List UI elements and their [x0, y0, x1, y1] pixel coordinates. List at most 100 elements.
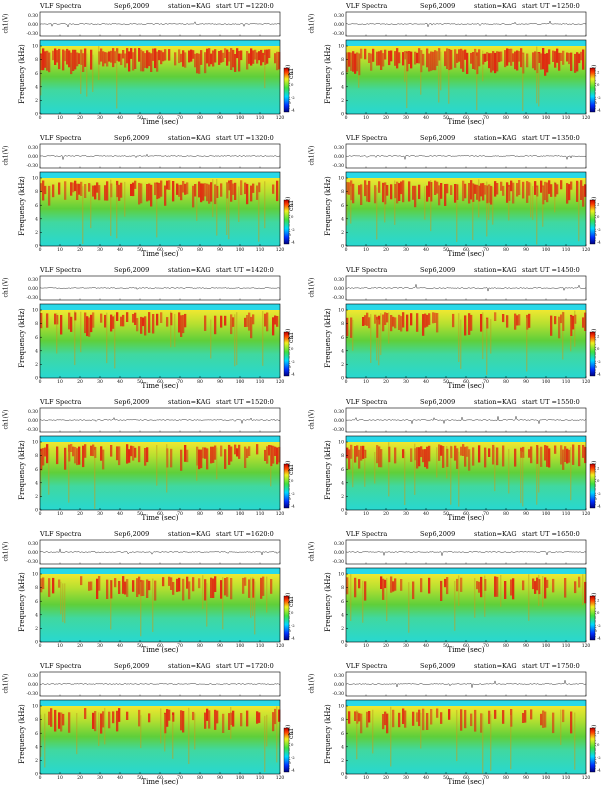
- spectrogram-cell: [378, 51, 381, 66]
- spectrogram-cell: [160, 312, 163, 323]
- time-tick-label: 100: [236, 643, 245, 649]
- spectrogram-cell: [536, 445, 538, 505]
- spectrogram-cell: [86, 53, 88, 97]
- spectrogram-cell: [152, 48, 155, 61]
- freq-tick-label: 8: [341, 453, 344, 459]
- spectrogram-cell: [90, 314, 93, 333]
- spectrogram-cell: [352, 449, 354, 488]
- spectrogram-cell: [222, 713, 225, 733]
- spectrogram-cell: [42, 577, 45, 590]
- spectrogram-cell: [402, 312, 405, 328]
- spectrogram-cell: [456, 448, 459, 469]
- spectrogram-cell: [160, 708, 162, 744]
- freq-tick-label: 2: [35, 626, 38, 632]
- spectrogram-cell: [278, 709, 281, 722]
- spectrogram-cell: [506, 182, 509, 203]
- spectrogram-cell: [360, 184, 363, 205]
- time-tick-label: 60: [463, 247, 469, 253]
- spectrogram-cell: [146, 50, 149, 69]
- spectrogram-cell: [92, 444, 95, 457]
- spectrogram-cell: [274, 53, 277, 64]
- spectrogram-cell: [106, 579, 109, 599]
- spectrogram-cell: [114, 578, 117, 588]
- spectrogram-cell: [532, 186, 534, 220]
- spectrogram-cell: [494, 446, 496, 492]
- colorbar-tick-label: -2: [597, 227, 601, 232]
- spectrogram-cells: [348, 706, 576, 774]
- spectrogram-cell: [486, 52, 489, 61]
- spectrogram-cell: [350, 317, 353, 338]
- time-tick-label: 10: [57, 115, 63, 121]
- spectrogram-cell: [578, 182, 580, 242]
- spectrogram-cell: [518, 180, 521, 195]
- spectrogram-cell: [364, 315, 367, 326]
- colorbar-tick-label: 2: [291, 70, 294, 75]
- time-tick-label: 120: [582, 247, 591, 253]
- time-tick-label: 90: [523, 511, 529, 517]
- colorbar-tick-label: 2: [291, 334, 294, 339]
- spectrogram-cell: [440, 51, 442, 91]
- spectrogram-top-band: [40, 568, 280, 574]
- spectrogram-cell: [562, 50, 565, 65]
- spectrogram-cell: [220, 580, 223, 599]
- spectrogram-cell: [482, 50, 484, 82]
- colorbar-tick-label: -4: [291, 504, 295, 509]
- spectrogram-cell: [502, 185, 505, 196]
- spectrogram-cell: [140, 183, 143, 204]
- spectrogram-cell: [560, 709, 562, 745]
- spectrogram-cell: [460, 577, 463, 592]
- ch1-tick-label: 0.00: [28, 154, 38, 160]
- spectrogram-cell: [506, 315, 509, 328]
- spectrogram-cell: [114, 51, 117, 64]
- spectrogram-cell: [528, 449, 531, 458]
- spectrogram-cell: [450, 49, 453, 70]
- spectrogram-cell: [234, 444, 237, 455]
- spectrogram-cell: [94, 449, 96, 509]
- spectrogram-cell: [166, 709, 169, 727]
- spectrogram-cell: [354, 577, 357, 598]
- spectrogram-cell: [218, 51, 221, 65]
- spectrogram-cell: [468, 183, 471, 204]
- freq-tick-label: 8: [341, 57, 344, 63]
- time-tick-label: 70: [177, 247, 183, 253]
- spectrogram-panel: VLF Spectra Sep6,2009 station=KAG start UT …: [288, 396, 612, 528]
- spectrogram-cell: [174, 52, 177, 66]
- spectrogram-cell: [76, 713, 78, 755]
- spectrogram-cell: [350, 186, 352, 224]
- ch1-tick-label: 0.00: [334, 550, 344, 556]
- freq-tick-label: 4: [35, 216, 38, 222]
- freq-tick-label: 8: [35, 585, 38, 591]
- colorbar: [283, 331, 290, 377]
- spectrogram-cell: [248, 53, 251, 64]
- spectrogram-cell: [472, 447, 475, 466]
- time-tick-label: 80: [503, 511, 509, 517]
- spectrogram-cell: [438, 444, 441, 461]
- panel-header: VLF Spectra Sep6,2009 station=KAG start UT …: [346, 2, 586, 12]
- spectrogram-cell: [420, 446, 423, 458]
- spectrogram-cell: [118, 581, 121, 594]
- spectrogram-cell: [94, 185, 97, 200]
- colorbar: [589, 463, 596, 509]
- spectrogram-cell: [456, 578, 459, 592]
- spectrogram-base: [40, 574, 280, 642]
- spectrogram-cell: [274, 708, 277, 725]
- time-tick-label: 120: [582, 511, 591, 517]
- spectrogram-cell: [558, 316, 561, 339]
- freq-tick-label: 10: [338, 440, 344, 446]
- spectrogram-cell: [276, 180, 279, 202]
- spectrogram-cell: [380, 50, 383, 70]
- time-tick-label: 20: [77, 643, 83, 649]
- header-start-ut: start UT =1550:0: [522, 398, 580, 406]
- spectrogram-cell: [102, 449, 105, 470]
- spectrogram-cell: [456, 53, 459, 63]
- spectrogram-cell: [448, 48, 450, 104]
- time-tick-label: 100: [236, 511, 245, 517]
- spectrogram-cell: [358, 579, 361, 589]
- spectrogram-cell: [394, 317, 397, 329]
- header-date: Sep6,2009: [420, 530, 456, 538]
- spectrogram-cell: [476, 581, 479, 590]
- spectrogram-cell: [222, 577, 224, 630]
- spectrogram-cell: [376, 319, 378, 361]
- spectrogram-cell: [570, 52, 573, 71]
